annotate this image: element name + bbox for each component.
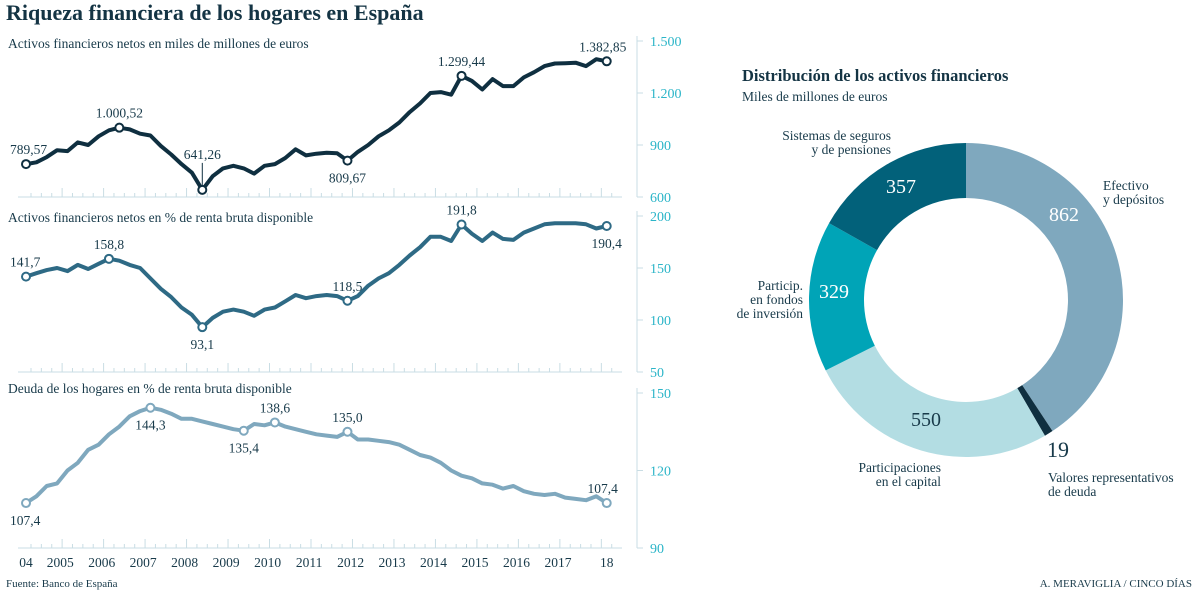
data-point-marker bbox=[238, 425, 249, 436]
data-point-marker bbox=[197, 322, 208, 333]
data-point-marker bbox=[21, 159, 31, 170]
donut-slice bbox=[966, 143, 1124, 432]
slice-category-label: de deuda bbox=[1048, 484, 1096, 499]
slice-category-label: Particip. bbox=[758, 278, 803, 293]
data-point-marker bbox=[145, 402, 156, 413]
data-label: 135,0 bbox=[332, 410, 363, 425]
panel-title: Deuda de los hogares en % de renta bruta… bbox=[8, 381, 292, 396]
data-point-marker bbox=[342, 295, 353, 306]
data-label: 1.382,85 bbox=[579, 39, 627, 54]
x-tick-label: 2017 bbox=[544, 555, 571, 570]
y-tick-label: 90 bbox=[650, 542, 664, 557]
slice-value-label: 329 bbox=[819, 281, 849, 303]
data-label: 158,8 bbox=[94, 237, 125, 252]
y-tick-label: 100 bbox=[650, 314, 671, 329]
y-tick-label: 1.200 bbox=[650, 87, 682, 102]
series-line bbox=[24, 57, 609, 192]
y-tick-label: 50 bbox=[650, 366, 664, 381]
slice-category-label: Efectivo bbox=[1103, 178, 1149, 193]
panel-title: Activos financieros netos en % de renta … bbox=[8, 210, 313, 225]
x-tick-label: 2008 bbox=[171, 555, 198, 570]
donut-subtitle: Miles de millones de euros bbox=[742, 89, 887, 104]
slice-value-label: 357 bbox=[886, 176, 916, 198]
y-tick-label: 150 bbox=[650, 262, 671, 277]
data-point-marker bbox=[456, 219, 467, 230]
data-point-marker bbox=[114, 122, 125, 133]
data-label: 135,4 bbox=[229, 441, 260, 456]
data-point-marker bbox=[21, 271, 31, 282]
slice-category-label: Participaciones bbox=[859, 460, 941, 475]
data-label: 107,4 bbox=[10, 513, 41, 528]
slice-value-label: 550 bbox=[911, 409, 941, 431]
slice-category-label: de inversión bbox=[737, 306, 804, 321]
data-label: 1.000,52 bbox=[96, 106, 143, 121]
x-tick-label: 2014 bbox=[420, 555, 447, 570]
y-tick-label: 900 bbox=[650, 139, 671, 154]
x-tick-label: 04 bbox=[19, 555, 33, 570]
y-tick-label: 600 bbox=[650, 191, 671, 206]
y-tick-label: 120 bbox=[650, 465, 671, 480]
x-tick-label: 2006 bbox=[88, 555, 115, 570]
data-point-marker bbox=[342, 155, 353, 166]
x-tick-label: 2005 bbox=[47, 555, 74, 570]
x-tick-label: 2009 bbox=[213, 555, 240, 570]
data-label: 141,7 bbox=[10, 255, 41, 270]
source-note: Fuente: Banco de España bbox=[6, 578, 118, 590]
x-tick-label: 2012 bbox=[337, 555, 364, 570]
data-point-marker bbox=[601, 56, 612, 67]
data-label: 93,1 bbox=[190, 337, 214, 352]
panel-title: Activos financieros netos en miles de mi… bbox=[8, 36, 309, 51]
data-point-marker bbox=[601, 220, 612, 231]
donut-slice bbox=[825, 345, 1045, 457]
donut-slice bbox=[829, 143, 966, 251]
donut-title: Distribución de los activos financieros bbox=[742, 66, 1009, 85]
credit-note: A. MERAVIGLIA / CINCO DÍAS bbox=[1039, 578, 1192, 590]
x-tick-label: 2016 bbox=[503, 555, 530, 570]
main-title: Riqueza financiera de los hogares en Esp… bbox=[6, 0, 424, 25]
data-point-marker bbox=[21, 498, 31, 509]
slice-category-label: en el capital bbox=[876, 474, 941, 489]
donut-slice bbox=[1017, 385, 1053, 436]
data-label: 1.299,44 bbox=[438, 54, 486, 69]
slice-value-label: 862 bbox=[1049, 204, 1079, 226]
y-tick-label: 150 bbox=[650, 387, 671, 402]
x-tick-label: 2010 bbox=[254, 555, 281, 570]
data-label: 138,6 bbox=[260, 400, 291, 415]
x-tick-label: 2011 bbox=[296, 555, 323, 570]
x-tick-label: 2007 bbox=[130, 555, 157, 570]
data-point-marker bbox=[342, 426, 353, 437]
data-label: 190,4 bbox=[592, 236, 623, 251]
x-tick-label: 2013 bbox=[379, 555, 406, 570]
slice-category-label: y de pensiones bbox=[812, 142, 891, 157]
data-point-marker bbox=[197, 184, 208, 195]
y-tick-label: 200 bbox=[650, 210, 671, 225]
y-tick-label: 1.500 bbox=[650, 35, 682, 50]
x-tick-label: 18 bbox=[600, 555, 614, 570]
data-point-marker bbox=[269, 417, 280, 428]
data-label: 107,4 bbox=[588, 481, 619, 496]
slice-category-label: Sistemas de seguros bbox=[782, 128, 891, 143]
data-label: 641,26 bbox=[184, 147, 221, 162]
data-label: 118,5 bbox=[333, 279, 363, 294]
slice-category-label: Valores representativos bbox=[1048, 470, 1174, 485]
slice-category-label: en fondos bbox=[750, 292, 803, 307]
data-label: 809,67 bbox=[329, 171, 366, 186]
series-line bbox=[24, 405, 609, 505]
data-label: 144,3 bbox=[135, 418, 166, 433]
donut-slice bbox=[808, 223, 878, 371]
data-point-marker bbox=[601, 498, 612, 509]
data-point-marker bbox=[456, 70, 467, 81]
x-tick-label: 2015 bbox=[462, 555, 489, 570]
data-point-marker bbox=[103, 253, 114, 264]
slice-value-label: 19 bbox=[1047, 437, 1069, 462]
series-line bbox=[24, 221, 609, 330]
data-label: 789,57 bbox=[10, 142, 47, 157]
data-label: 191,8 bbox=[446, 203, 477, 218]
slice-category-label: y depósitos bbox=[1103, 192, 1164, 207]
